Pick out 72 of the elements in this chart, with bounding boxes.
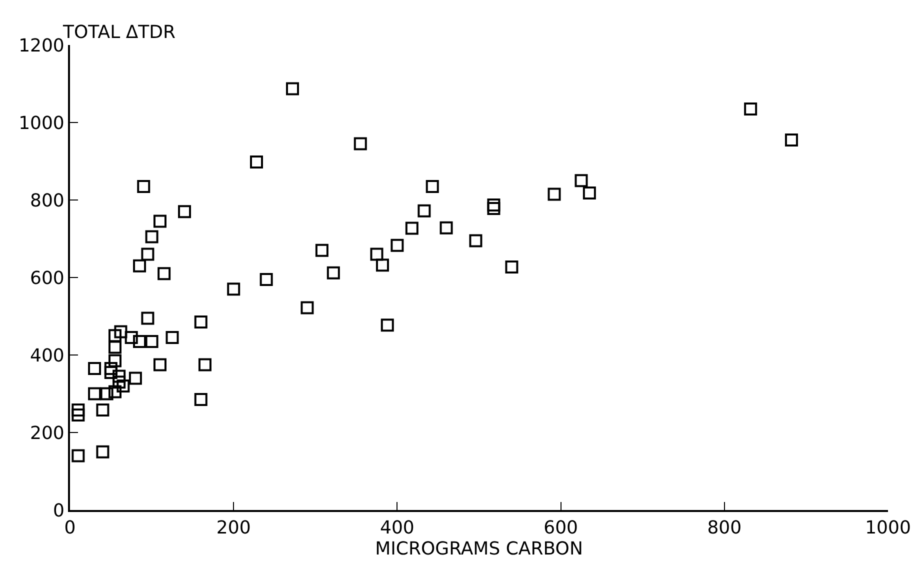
x-tick-label: 600 (544, 518, 578, 539)
point (505, 260, 518, 274)
point (128, 372, 142, 385)
point (300, 301, 314, 314)
point (250, 156, 263, 169)
point (108, 354, 122, 368)
point (108, 329, 122, 342)
y-tick-label: 400 (30, 345, 64, 366)
point (153, 214, 166, 228)
point (286, 82, 299, 96)
point (315, 244, 328, 257)
point (108, 340, 122, 354)
point (487, 202, 500, 216)
point (326, 266, 340, 280)
point (487, 198, 500, 212)
point (108, 385, 122, 398)
point (112, 370, 126, 383)
point (72, 408, 85, 422)
point (145, 334, 158, 348)
x-tick-label: 800 (707, 518, 742, 539)
point (133, 334, 146, 348)
point (354, 137, 367, 150)
point (440, 221, 453, 234)
point (227, 282, 240, 296)
point (166, 331, 179, 344)
point (96, 404, 110, 417)
point (114, 325, 128, 338)
point (260, 272, 273, 286)
point (116, 380, 130, 392)
y-tick-label: 800 (30, 190, 64, 212)
point (194, 393, 208, 406)
point (194, 316, 208, 329)
y-tick-label: 600 (30, 268, 64, 289)
point (100, 387, 114, 400)
y-axis-title: TOTAL ΔTDR (62, 22, 176, 43)
x-axis-title: MICROGRAMS CARBON (375, 538, 583, 560)
x-tick-label: 400 (380, 518, 414, 539)
point (88, 387, 102, 400)
point (784, 133, 798, 146)
point (370, 248, 384, 261)
point (198, 358, 212, 372)
point (72, 404, 85, 417)
point (548, 188, 561, 201)
point (96, 445, 110, 458)
point (112, 376, 126, 389)
y-tick-label: 1000 (18, 112, 64, 134)
y-tick-label: 0 (52, 500, 64, 522)
x-tick-label: 200 (216, 518, 251, 539)
point (390, 238, 404, 252)
y-tick-label: 200 (30, 422, 64, 444)
y-tick-label: 1200 (18, 35, 64, 56)
point (744, 102, 758, 116)
point (418, 204, 431, 218)
point (124, 331, 138, 344)
point (141, 248, 154, 261)
point (469, 234, 482, 248)
point (137, 180, 150, 193)
point (582, 186, 596, 200)
point (141, 312, 154, 325)
point (153, 358, 166, 372)
point (72, 449, 85, 462)
point (145, 230, 158, 244)
point (574, 174, 588, 188)
x-tick-label: 1000 (865, 518, 911, 539)
point (178, 205, 192, 218)
point (158, 267, 171, 280)
point (133, 259, 146, 272)
point (426, 180, 439, 193)
point (88, 362, 102, 376)
point (405, 222, 418, 235)
point (380, 318, 394, 332)
point (376, 258, 389, 272)
